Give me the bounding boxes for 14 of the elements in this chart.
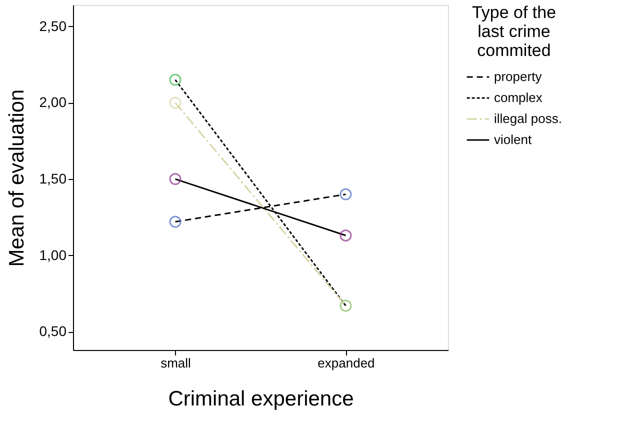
y-axis-title: Mean of evaluation (5, 89, 28, 267)
y-tick-label: 1,50 (39, 170, 67, 187)
x-tick-label: small (160, 356, 192, 370)
y-tick-label: 1,00 (39, 246, 67, 263)
y-tick-label: 0,50 (39, 323, 67, 340)
legend-label: violent (494, 132, 532, 147)
x-tick-label: expanded (318, 356, 375, 370)
legend-title: Type of the last crime commited (472, 3, 556, 60)
y-tick-label: 2,50 (39, 18, 67, 34)
legend-label: property (494, 69, 542, 84)
legend-label: illegal poss. (494, 111, 562, 126)
y-tick-label: 2,00 (39, 94, 67, 110)
x-axis-title: Criminal experience (168, 388, 354, 410)
legend-label: complex (494, 90, 543, 105)
